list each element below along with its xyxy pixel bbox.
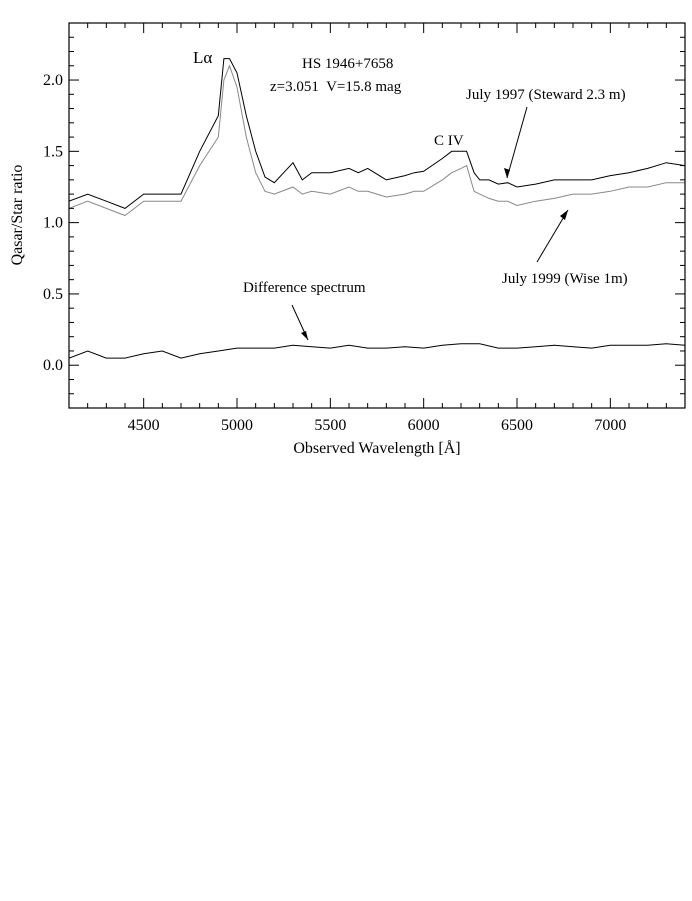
y-tick-label: 2.0 — [43, 72, 63, 89]
july-1997-arrow — [504, 106, 528, 179]
difference-spectrum-label: Difference spectrum — [243, 280, 366, 296]
object-name-label: HS 1946+7658 — [302, 56, 393, 72]
difference-spectrum-arrow — [291, 304, 309, 341]
x-tick-label: 6000 — [408, 417, 440, 434]
civ-label: C IV — [434, 133, 464, 149]
july-1997-label: July 1997 (Steward 2.3 m) — [466, 87, 626, 103]
series-july-1999-line — [69, 64, 685, 217]
y-axis-title: Qasar/Star ratio — [9, 165, 26, 266]
x-tick-label: 5500 — [314, 417, 346, 434]
july-1999-label: July 1999 (Wise 1m) — [502, 271, 628, 287]
series-layer — [69, 58, 685, 359]
july-1999-arrow — [536, 209, 569, 263]
y-tick-label: 1.0 — [43, 215, 63, 232]
y-tick-label: 0.5 — [43, 286, 63, 303]
plot-frame — [68, 22, 686, 409]
object-params-label: z=3.051 V=15.8 mag — [270, 79, 402, 95]
y-tick-label: 1.5 — [43, 143, 63, 160]
x-tick-label: 4500 — [128, 417, 160, 434]
x-axis-title: Observed Wavelength [Å] — [293, 439, 460, 457]
lyman-alpha-label: Lα — [193, 48, 212, 67]
x-tick-label: 6500 — [501, 417, 533, 434]
series-difference-line — [69, 343, 685, 359]
x-tick-label: 7000 — [594, 417, 626, 434]
series-july-1997-line — [69, 58, 685, 209]
x-tick-label: 5000 — [221, 417, 253, 434]
y-tick-label: 0.0 — [43, 357, 63, 374]
